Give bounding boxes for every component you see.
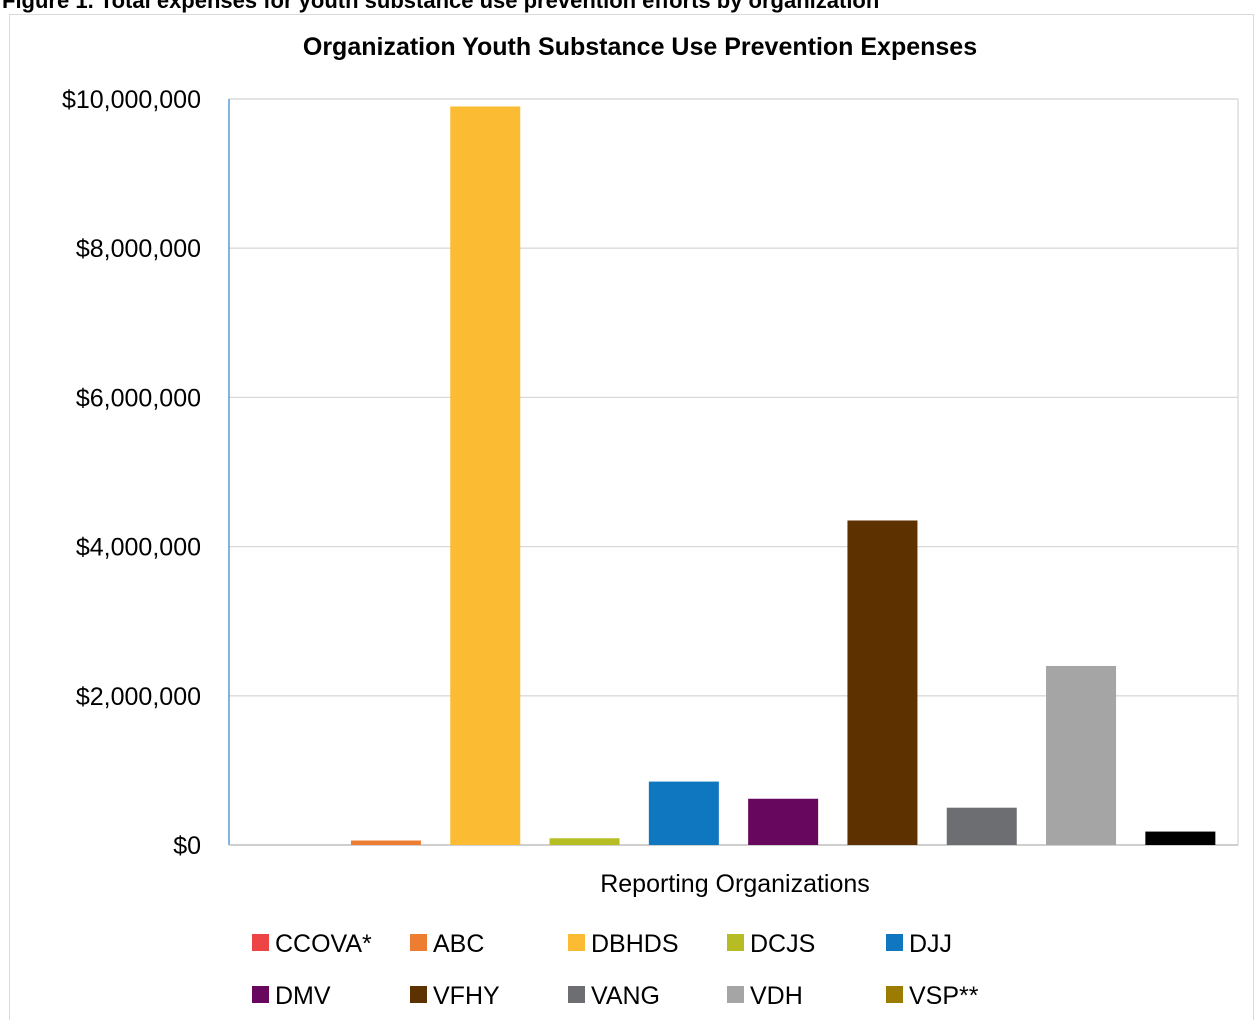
legend-swatch [252,986,269,1003]
legend-swatch [886,986,903,1003]
y-tick-label: $2,000,000 [76,683,201,711]
y-tick-label: $10,000,000 [62,86,201,114]
bar-vang [946,807,1017,845]
y-tick-label: $6,000,000 [76,384,201,412]
y-tick-label: $4,000,000 [76,534,201,562]
legend-swatch [886,934,903,951]
legend-label: DJJ [909,930,952,958]
bar-vdh [1046,665,1117,845]
legend-swatch [727,934,744,951]
legend-label: DMV [275,982,331,1010]
legend-label: VSP** [909,982,979,1010]
legend-swatch [252,934,269,951]
legend-label: DBHDS [591,930,679,958]
legend-swatch [568,934,585,951]
chart-container [9,14,1254,1020]
legend-label: VANG [591,982,660,1010]
legend-label: DCJS [750,930,815,958]
bar-vfhy [847,520,918,845]
legend-label: VDH [750,982,803,1010]
figure-caption: Figure 1. Total expenses for youth subst… [2,0,880,13]
legend-label: VFHY [433,982,500,1010]
bar-abc [350,840,421,845]
bar-djj [648,781,719,845]
bar-dbhds [450,106,521,845]
legend-swatch [727,986,744,1003]
y-axis-tick-labels: $0 $2,000,000 $4,000,000 $6,000,000 $8,000,0… [62,86,201,860]
legend-label: ABC [433,930,484,958]
x-axis-title: Reporting Organizations [600,870,870,898]
legend-label: CCOVA* [275,930,372,958]
legend: CCOVA* ABC DBHDS DCJS DJJ DMV VFHY VANG VDH VSP** [252,930,979,1010]
bar-vsp [1145,831,1216,845]
chart-title: Organization Youth Substance Use Prevent… [303,33,977,61]
legend-swatch [410,934,427,951]
gridlines [229,98,1238,697]
y-tick-label: $8,000,000 [76,235,201,263]
bar-dmv [748,798,819,845]
y-tick-label: $0 [173,832,201,860]
legend-swatch [568,986,585,1003]
figure-caption-clipped: Figure 1. Total expenses for youth subst… [0,0,1256,14]
bars [350,106,1216,845]
bar-dcjs [549,838,620,845]
legend-swatch [410,986,427,1003]
